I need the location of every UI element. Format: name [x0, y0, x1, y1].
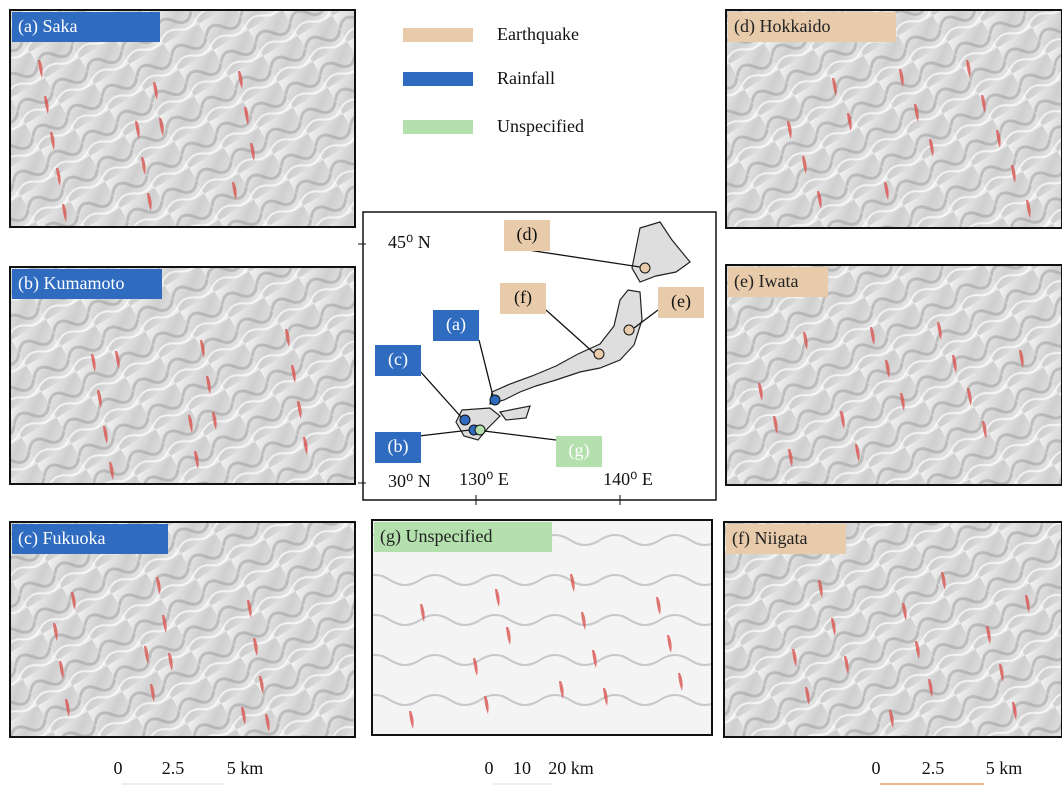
scale-label: 0 — [485, 758, 494, 778]
scale-label: 0 — [872, 758, 881, 778]
hillshade — [372, 520, 712, 735]
panel-label: (f) Niigata — [732, 528, 807, 549]
scale-bars: 0 2.5 5 km 0 10 20 km 0 2.5 5 km — [114, 758, 1023, 784]
legend: Earthquake Rainfall Unspecified — [403, 24, 584, 136]
callout-label: (d) — [517, 224, 538, 245]
callout-label: (g) — [569, 440, 590, 461]
panel-label: (g) Unspecified — [380, 526, 492, 547]
legend-label: Unspecified — [497, 116, 584, 136]
site-g — [475, 425, 485, 435]
legend-swatch — [403, 72, 473, 86]
hillshade — [10, 522, 355, 737]
panel-label: (e) Iwata — [734, 271, 798, 292]
legend-label: Earthquake — [497, 24, 579, 44]
panel-label: (a) Saka — [18, 16, 77, 37]
scale-label: 5 km — [227, 758, 264, 778]
lat-label: 30⁰ N — [388, 471, 431, 491]
legend-swatch — [403, 120, 473, 134]
site-e — [624, 325, 634, 335]
scale-label: 10 — [513, 758, 531, 778]
scale-label: 5 km — [986, 758, 1023, 778]
panel-label: (d) Hokkaido — [734, 16, 830, 37]
overview-map: 45⁰ N 30⁰ N 130⁰ E 140⁰ E (a) (b) (c) (d) (e… — [358, 212, 716, 505]
lat-label: 45⁰ N — [388, 232, 431, 252]
callout-label: (f) — [514, 287, 532, 308]
callout-label: (c) — [388, 349, 408, 370]
site-f — [594, 349, 604, 359]
callout-label: (e) — [671, 291, 691, 312]
hillshade — [726, 265, 1062, 485]
panel-label: (c) Fukuoka — [18, 528, 105, 549]
panel-label: (b) Kumamoto — [18, 273, 124, 294]
hillshade — [726, 10, 1062, 228]
lon-label: 130⁰ E — [459, 469, 509, 489]
site-c — [460, 415, 470, 425]
site-d — [640, 263, 650, 273]
scale-label: 0 — [114, 758, 123, 778]
hillshade — [724, 522, 1062, 737]
callout-label: (b) — [388, 436, 409, 457]
scale-label: 2.5 — [922, 758, 945, 778]
callout-label: (a) — [446, 314, 466, 335]
hillshade — [10, 267, 355, 484]
site-a — [490, 395, 500, 405]
hillshade — [10, 10, 355, 227]
figure: (a) Saka (b) Kumamoto (c) Fukuoka (g) Unspe… — [0, 0, 1062, 786]
scale-label: 2.5 — [162, 758, 185, 778]
legend-swatch — [403, 28, 473, 42]
scale-label: 20 km — [548, 758, 594, 778]
legend-label: Rainfall — [497, 68, 555, 88]
lon-label: 140⁰ E — [603, 469, 653, 489]
